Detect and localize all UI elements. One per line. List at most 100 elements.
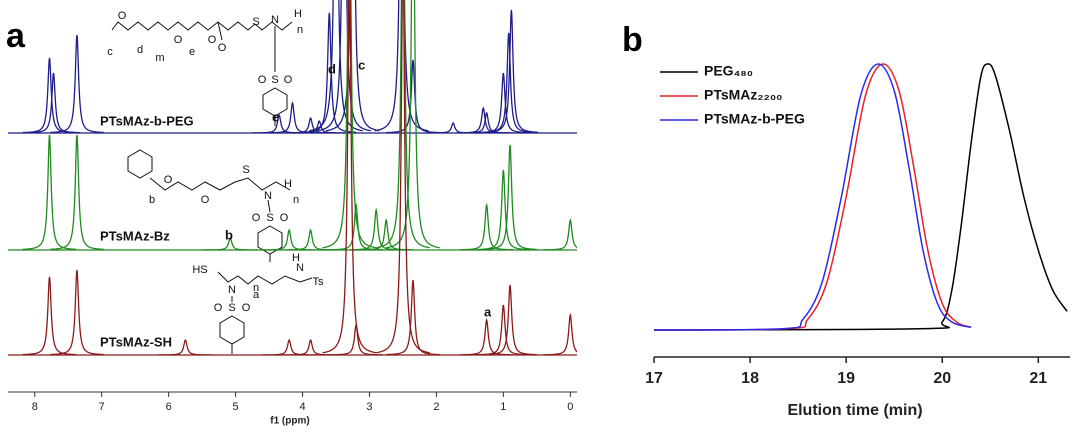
x-tick-label: 17 [645, 370, 663, 387]
structure-atom: a [253, 289, 260, 301]
peak [50, 34, 104, 134]
legend-label: PTsMAz-b-PEG [704, 111, 805, 127]
peak [26, 72, 81, 134]
x-tick-label: 0 [567, 401, 573, 413]
panel-label: a [6, 17, 26, 55]
x-tick-label: 5 [233, 401, 239, 413]
structure-atom: O [208, 34, 217, 46]
peak-annotation: b [225, 227, 233, 242]
structure-atom: d [137, 44, 143, 56]
gpc-curve [653, 63, 972, 331]
structure-atom: Ts [313, 276, 325, 288]
structure-atom: b [149, 194, 155, 206]
structure-atom: c [107, 46, 113, 58]
peak-annotation: d [328, 61, 336, 76]
peak-annotation: e [272, 109, 279, 124]
peak [322, 0, 377, 354]
peak [426, 122, 480, 134]
peak [50, 134, 104, 251]
x-tick-label: 20 [933, 370, 951, 387]
peak [322, 0, 377, 249]
x-tick-label: 7 [99, 401, 105, 413]
peak [543, 218, 577, 251]
peak [386, 279, 440, 356]
peak [329, 323, 383, 356]
structure-atom: N [271, 14, 279, 26]
x-tick-label: 8 [32, 401, 38, 413]
structure-atom: H [294, 8, 302, 20]
structure-atom: O [252, 212, 261, 224]
peak [203, 237, 258, 251]
series-label: PTsMAz-SH [100, 334, 172, 349]
peak [376, 0, 430, 354]
peak [22, 276, 77, 356]
peak [374, 0, 429, 132]
x-tick-label: 1 [500, 401, 506, 413]
peak [292, 120, 347, 134]
structure-atom: e [189, 46, 195, 58]
structure-atom: H [284, 178, 292, 190]
peak [50, 269, 104, 356]
structure-atom: S [266, 212, 273, 224]
structure-atom: S [228, 302, 235, 314]
x-axis-label: f1 (ppm) [270, 416, 309, 427]
peak [376, 0, 430, 249]
peak [483, 284, 537, 356]
structure-atom: H [292, 252, 300, 264]
peak [459, 202, 514, 251]
peak [325, 0, 380, 132]
peak-annotation: c [358, 57, 365, 72]
x-tick-label: 4 [299, 401, 305, 413]
peak [484, 9, 539, 133]
peak [459, 318, 514, 356]
x-tick-label: 19 [837, 370, 855, 387]
peak [543, 312, 577, 356]
structure-atom: N [228, 284, 236, 296]
x-tick-label: 18 [741, 370, 759, 387]
structure-atom: O [201, 194, 210, 206]
peak [456, 106, 511, 134]
legend-label: PEG₄₈₀ [704, 63, 753, 79]
structure-atom: S [271, 74, 278, 86]
structure-atom: O [280, 212, 289, 224]
gpc-curve [653, 63, 1068, 331]
series-label: PTsMAz-b-PEG [100, 113, 194, 128]
structure-atom: O [218, 42, 227, 54]
x-tick-label: 6 [166, 401, 172, 413]
structure-atom: m [155, 52, 164, 64]
structure-atom: O [284, 74, 293, 86]
peak [262, 228, 316, 251]
peak [262, 338, 316, 356]
structure-atom: O [164, 174, 173, 186]
gpc-curve [653, 63, 972, 331]
peak [386, 59, 440, 134]
structure-atom: N [264, 190, 272, 202]
peak [476, 169, 531, 251]
peak [386, 0, 440, 249]
peak [158, 338, 213, 356]
peak [283, 338, 338, 356]
x-tick-label: 2 [433, 401, 439, 413]
peak [22, 134, 77, 251]
peak [317, 0, 371, 132]
structure-atom: O [118, 10, 127, 22]
x-axis-label: Elution time (min) [787, 402, 922, 419]
peak [283, 228, 338, 251]
structure-atom: n [253, 282, 259, 294]
structure-atom: n [297, 24, 303, 36]
structure-atom: n [293, 194, 299, 206]
structure-atom: O [174, 34, 183, 46]
structure-atom: O [258, 74, 267, 86]
structure-atom: S [252, 16, 259, 28]
peak [349, 207, 403, 251]
peak [459, 111, 514, 134]
structure-atom: O [242, 302, 251, 314]
panel-label: b [622, 21, 643, 59]
structure-atom: S [242, 164, 249, 176]
structure-atom: N [296, 262, 304, 274]
legend-label: PTsMAz₂₂₀₀ [704, 87, 782, 103]
structure-bonds [111, 21, 313, 354]
structure-atom: HS [192, 264, 207, 276]
series-label: PTsMAz-Bz [100, 228, 170, 243]
